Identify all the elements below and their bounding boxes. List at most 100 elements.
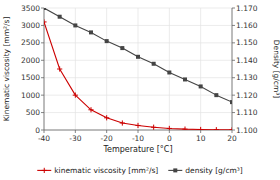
legend-marker: [173, 168, 177, 172]
x-tick-label: -40: [38, 134, 50, 143]
y2-tick-label: 1.120: [236, 91, 258, 100]
data-point: [214, 93, 218, 97]
data-point: [57, 66, 62, 71]
y-tick: [41, 8, 44, 9]
legend-label: density [g/cm³]: [185, 166, 243, 175]
grid-line: [232, 8, 233, 130]
data-point: [230, 100, 232, 104]
y-tick-label: 3000: [21, 21, 40, 30]
x-axis-label: Temperature [°C]: [102, 145, 172, 154]
grid-line: [44, 77, 232, 78]
grid-line: [44, 95, 232, 96]
y2-tick-label: 1.130: [236, 73, 258, 82]
x-tick: [106, 130, 107, 133]
x-tick-label: 0: [167, 134, 172, 143]
y2-tick-label: 1.150: [236, 38, 258, 47]
data-point: [182, 127, 187, 130]
x-tick: [138, 130, 139, 133]
data-point: [151, 125, 156, 130]
grid-line: [44, 42, 232, 43]
y-tick-label: 2000: [21, 56, 40, 65]
y2-tick: [232, 95, 235, 96]
x-tick-label: 20: [227, 134, 237, 143]
y2-tick-label: 1.160: [236, 21, 258, 30]
y2-tick: [232, 8, 235, 9]
y2-tick-label: 1.170: [236, 4, 258, 13]
y2-tick-label: 1.110: [236, 108, 258, 117]
x-tick-label: -30: [69, 134, 81, 143]
x-tick-label: -10: [132, 134, 144, 143]
y2-tick: [232, 25, 235, 26]
y-tick: [41, 112, 44, 113]
legend-label: kinematic viscosity [mm²/s]: [54, 166, 158, 175]
data-point: [136, 55, 140, 59]
x-tick-label: 10: [196, 134, 206, 143]
legend-marker: [42, 168, 47, 173]
data-point: [105, 39, 109, 43]
data-point: [88, 107, 93, 112]
data-point: [104, 115, 109, 120]
y-tick-label: 500: [26, 108, 41, 117]
legend-item: kinematic viscosity [mm²/s]: [37, 166, 158, 175]
legend: kinematic viscosity [mm²/s] density [g/cm…: [37, 166, 243, 175]
y2-axis-label: Density [g/cm³]: [272, 40, 280, 99]
y-tick-label: 0: [35, 126, 40, 135]
data-point: [73, 93, 78, 98]
x-tick: [44, 130, 45, 133]
plot-area: [44, 8, 232, 130]
y2-tick-label: 1.100: [236, 126, 258, 135]
series-line: [44, 22, 232, 130]
grid-line: [138, 8, 139, 130]
data-point: [135, 123, 140, 128]
data-point: [120, 120, 125, 125]
y-tick: [41, 95, 44, 96]
y-axis-line: [44, 8, 45, 130]
x-tick: [200, 130, 201, 133]
series-line: [44, 8, 232, 102]
y-tick-label: 2500: [21, 38, 40, 47]
y2-tick: [232, 42, 235, 43]
data-point: [44, 19, 47, 24]
y2-tick: [232, 112, 235, 113]
y-tick-label: 1500: [21, 73, 40, 82]
grid-line: [200, 8, 201, 130]
grid-line: [44, 8, 45, 130]
chart: -40 -30 -20 -10 0 10 20 0 500 1000 1500 2000 2500 300…: [0, 0, 280, 180]
y-tick: [41, 60, 44, 61]
y-tick: [41, 130, 44, 131]
data-point: [183, 77, 187, 81]
y2-tick: [232, 60, 235, 61]
data-point: [73, 23, 77, 27]
x-tick: [232, 130, 233, 133]
data-point: [229, 127, 232, 130]
legend-item: density [g/cm³]: [168, 166, 243, 175]
data-point: [214, 127, 219, 130]
grid-line: [44, 8, 232, 9]
y-tick: [41, 77, 44, 78]
y-tick-label: 1000: [21, 91, 40, 100]
data-point: [167, 126, 172, 130]
data-point: [120, 46, 124, 50]
data-point: [198, 127, 203, 130]
grid-line: [169, 8, 170, 130]
grid-line: [44, 112, 232, 113]
y2-tick: [232, 77, 235, 78]
y-tick-label: 3500: [21, 4, 40, 13]
grid-line: [106, 8, 107, 130]
data-point: [58, 15, 62, 19]
y2-axis-line: [232, 8, 233, 130]
grid-line: [44, 25, 232, 26]
data-point: [167, 70, 171, 74]
data-point: [199, 84, 203, 88]
data-point: [152, 62, 156, 66]
y-tick: [41, 25, 44, 26]
x-tick-label: -20: [101, 134, 113, 143]
y-tick: [41, 42, 44, 43]
x-tick: [169, 130, 170, 133]
grid-line: [44, 60, 232, 61]
data-point: [89, 30, 93, 34]
y2-tick: [232, 130, 235, 131]
x-tick: [75, 130, 76, 133]
y2-tick-label: 1.140: [236, 56, 258, 65]
y-axis-label: Kinematic viscosity [mm²/s]: [2, 17, 11, 122]
